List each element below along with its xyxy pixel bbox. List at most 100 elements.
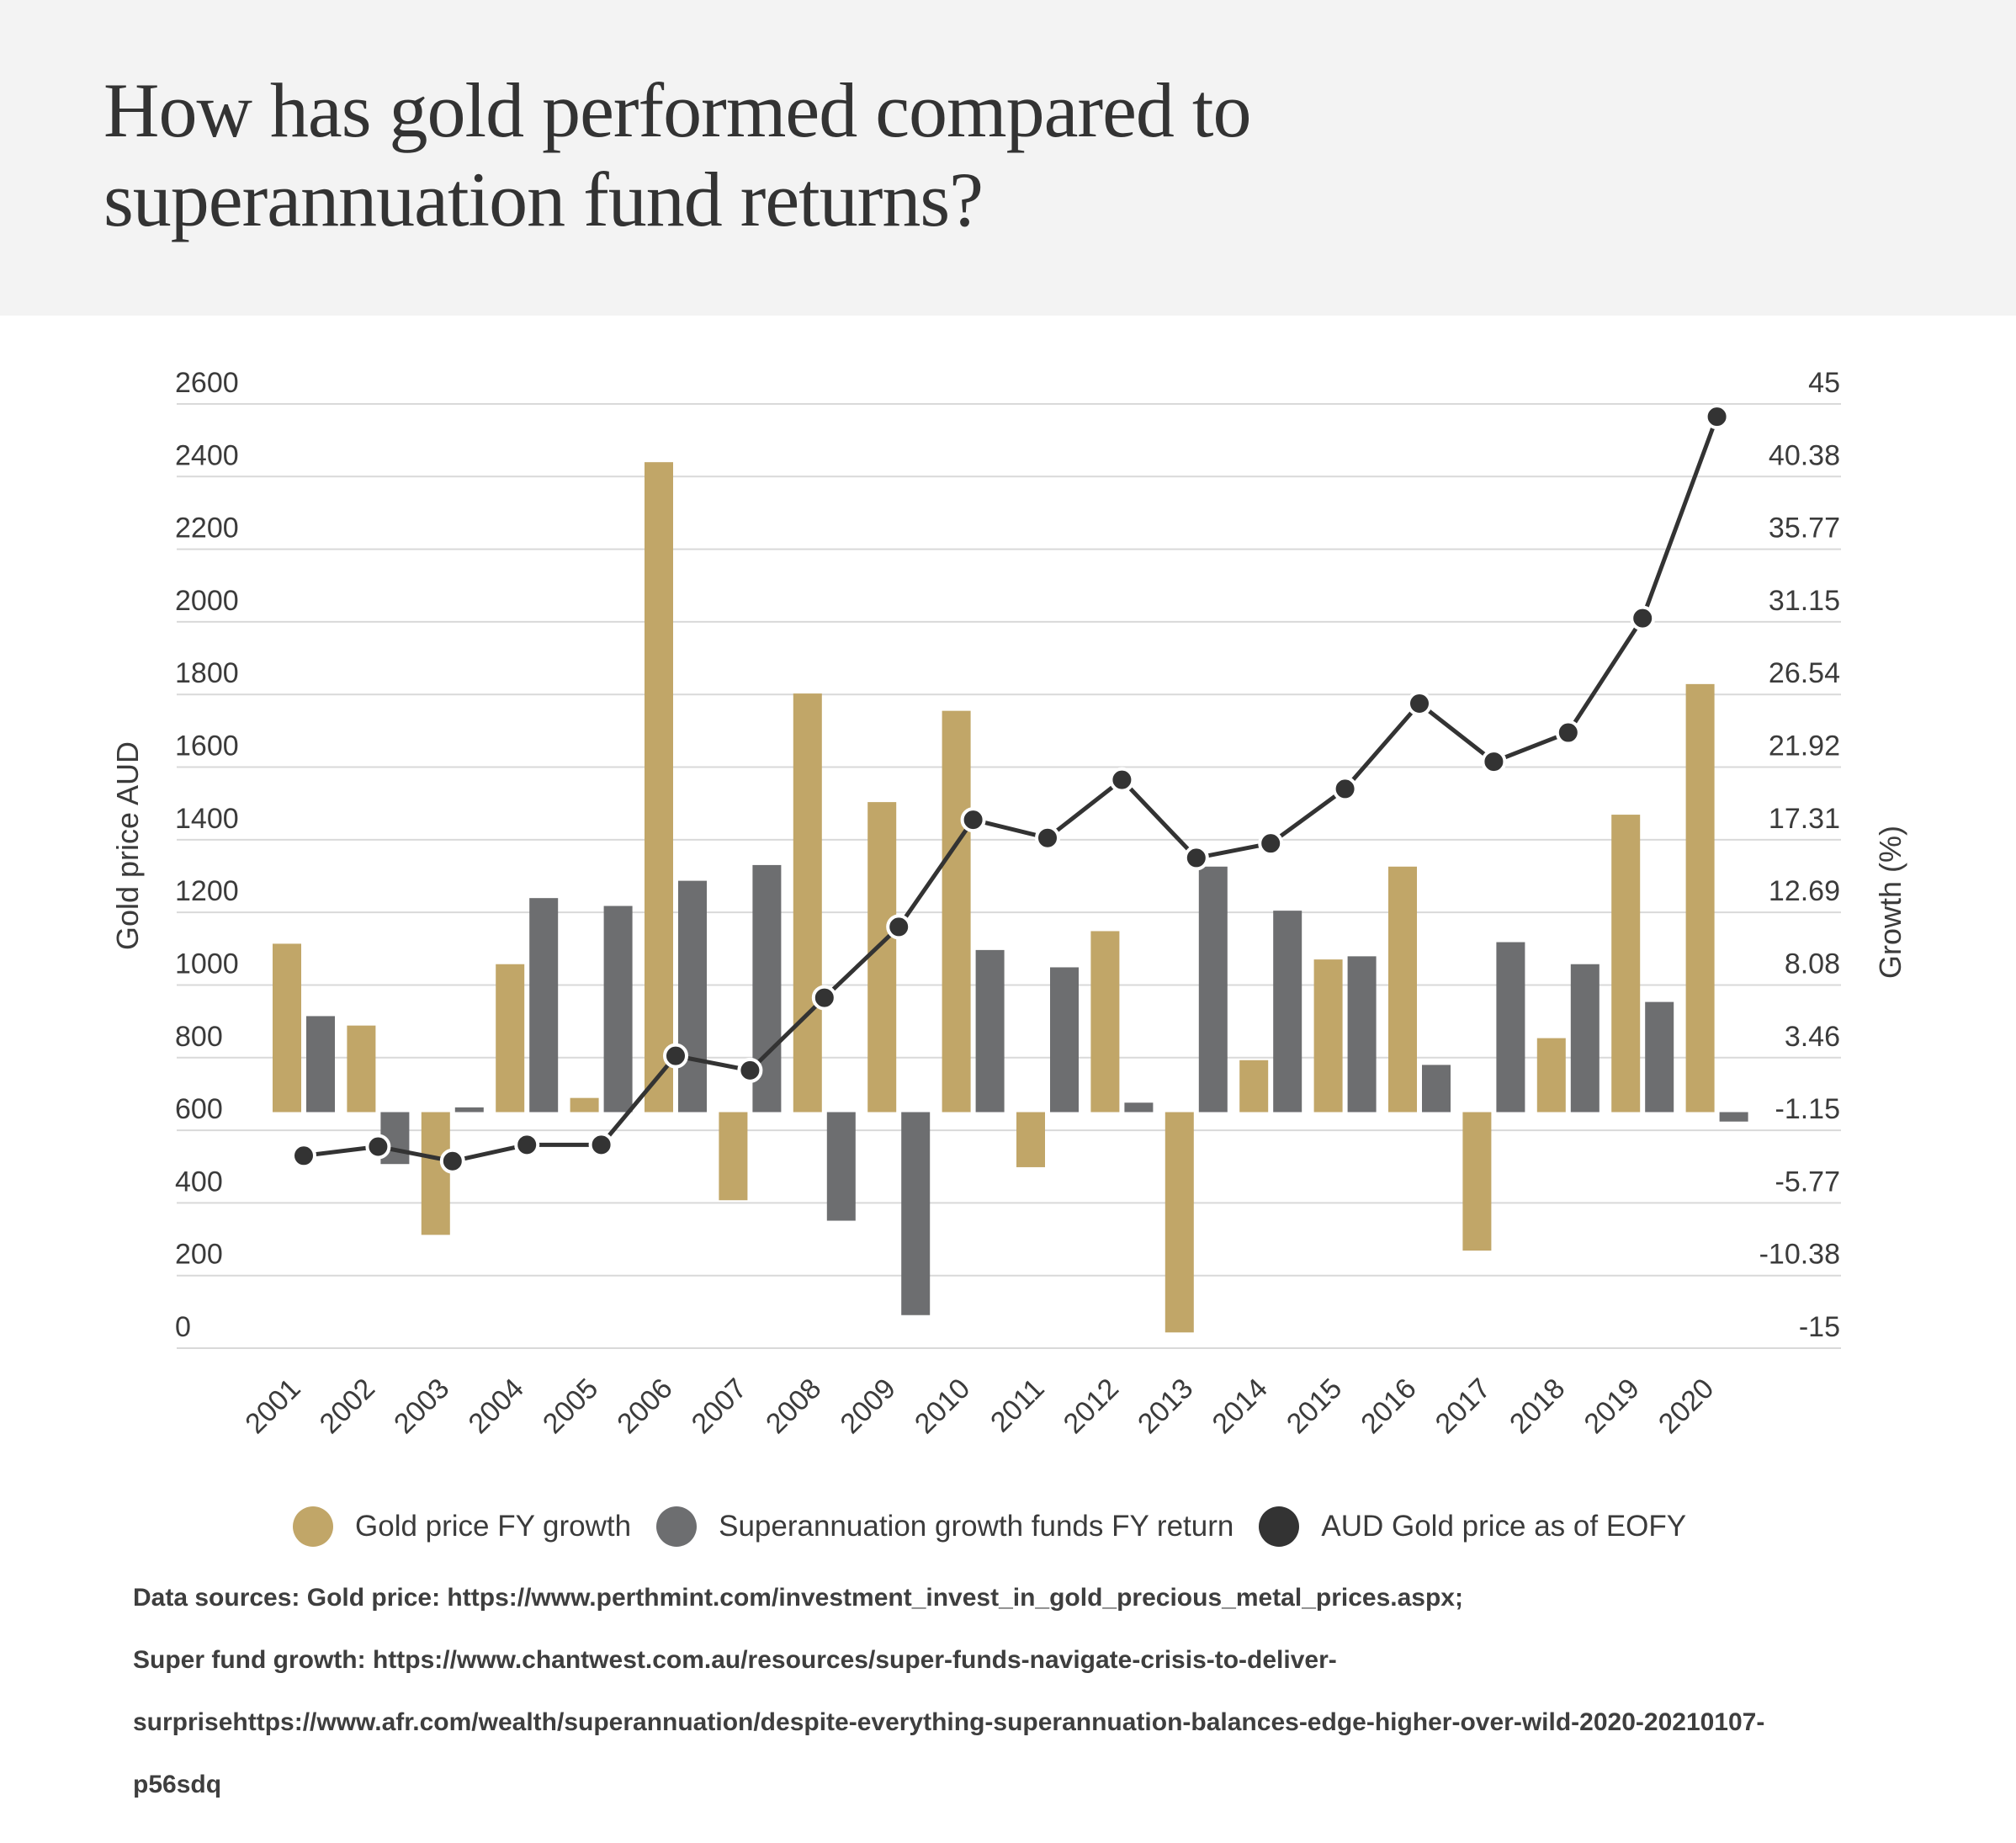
gold-price-point [291, 1143, 316, 1169]
source-line-1: Data sources: Gold price: https://www.pe… [133, 1584, 1463, 1612]
gridlines [177, 403, 1841, 1349]
bar-gold-growth [347, 1025, 376, 1113]
combo-chart: 0 -15 200 -10.38 400 -5.77 600 -1.15 800 3.46 1000… [175, 367, 1841, 1440]
bar-super-return [1570, 964, 1600, 1113]
right-tick-label: 12.69 [1769, 875, 1840, 907]
x-tick-label: 2003 [388, 1373, 455, 1440]
gold-price-point [1109, 767, 1135, 793]
x-tick-label: 2014 [1207, 1373, 1274, 1440]
bar-super-return [1496, 942, 1525, 1113]
bar-super-return [678, 880, 707, 1113]
gold-price-point [1481, 749, 1507, 775]
bar-gold-growth [1536, 1038, 1566, 1113]
bars [273, 462, 1748, 1333]
left-tick-label: 600 [175, 1093, 223, 1125]
gold-price-point [439, 1148, 465, 1174]
left-tick-label: 400 [175, 1166, 223, 1198]
gold-price-point [1630, 605, 1656, 631]
gold-price-point [663, 1043, 688, 1069]
x-tick-label: 2002 [314, 1373, 381, 1440]
bar-super-return [1050, 967, 1079, 1113]
gold-price-point [1555, 720, 1581, 746]
bar-super-return [1273, 911, 1302, 1113]
bar-gold-growth [1313, 959, 1343, 1113]
gold-price-point [811, 985, 837, 1011]
right-tick-label: 45 [1808, 367, 1840, 399]
x-tick-label: 2013 [1132, 1373, 1199, 1440]
gold-price-point [1258, 831, 1284, 857]
right-tick-label: 21.92 [1769, 730, 1840, 762]
bar-gold-growth [793, 693, 822, 1113]
bar-super-return [1347, 956, 1377, 1113]
gold-price-point [737, 1057, 763, 1083]
x-tick-label: 2005 [537, 1373, 604, 1440]
bar-gold-growth [570, 1097, 599, 1113]
bar-gold-growth [1165, 1112, 1194, 1333]
x-tick-label: 2015 [1281, 1373, 1348, 1440]
right-tick-label: 17.31 [1769, 803, 1840, 835]
bar-super-return [454, 1107, 484, 1113]
bar-gold-growth [867, 802, 897, 1113]
bar-super-return [1422, 1065, 1451, 1113]
x-tick-label: 2006 [611, 1373, 678, 1440]
bar-gold-growth [496, 964, 525, 1113]
bar-super-return [975, 949, 1005, 1113]
bar-super-return [1719, 1112, 1748, 1122]
right-tick-label: 26.54 [1769, 657, 1840, 689]
bar-super-return [529, 898, 559, 1113]
gold-price-point [1183, 845, 1209, 871]
bar-gold-growth [1090, 931, 1120, 1113]
left-tick-label: 2600 [175, 367, 239, 399]
right-tick-label: -15 [1799, 1311, 1840, 1343]
right-tick-label: 8.08 [1785, 948, 1840, 980]
left-tick-label: 1200 [175, 875, 239, 907]
bar-super-return [1124, 1102, 1154, 1113]
source-line-4: p56sdq [133, 1771, 222, 1798]
bar-gold-growth [1388, 866, 1417, 1113]
gold-price-point [1332, 776, 1358, 802]
gold-price-point [1407, 691, 1432, 717]
x-tick-label: 2018 [1504, 1373, 1571, 1440]
bar-super-return [901, 1112, 931, 1315]
legend-item-gold-price: AUD Gold price as of EOFY [1259, 1506, 1686, 1547]
left-tick-label: 2400 [175, 439, 239, 471]
right-tick-label: 40.38 [1769, 439, 1840, 471]
legend-swatch-gold [293, 1506, 333, 1547]
right-tick-label: -10.38 [1759, 1239, 1840, 1271]
gold-price-point [1035, 825, 1060, 851]
right-tick-label: 31.15 [1769, 585, 1840, 617]
left-tick-label: 2000 [175, 585, 239, 617]
source-line-2: Super fund growth: https://www.chantwest… [133, 1646, 1337, 1674]
title-line-2: superannuation fund returns? [103, 157, 984, 242]
bar-super-return [1645, 1001, 1674, 1113]
bar-gold-growth [1016, 1112, 1045, 1167]
bar-gold-growth [421, 1112, 450, 1235]
x-tick-label: 2011 [984, 1373, 1051, 1439]
gold-price-line [291, 404, 1730, 1174]
left-tick-label: 0 [175, 1311, 191, 1343]
header-banner: How has gold performed compared to super… [0, 0, 2016, 316]
left-tick-label: 200 [175, 1239, 223, 1271]
right-axis-title: Growth (%) [1873, 825, 1907, 980]
right-tick-label: 35.77 [1769, 513, 1840, 544]
source-line-3: surprisehttps://www.afr.com/wealth/super… [133, 1708, 1765, 1736]
x-tick-label: 2009 [835, 1373, 902, 1440]
left-tick-label: 2200 [175, 513, 239, 544]
left-tick-label: 1400 [175, 803, 239, 835]
gold-price-point [588, 1132, 614, 1158]
bar-gold-growth [1685, 683, 1715, 1113]
x-tick-label: 2008 [760, 1373, 827, 1440]
legend-label-super-return: Superannuation growth funds FY return [719, 1510, 1234, 1543]
legend-swatch-gold-price [1259, 1506, 1300, 1547]
gold-price-point [960, 807, 986, 833]
legend-item-super-return: Superannuation growth funds FY return [656, 1506, 1233, 1547]
legend-label-gold-growth: Gold price FY growth [355, 1510, 632, 1543]
x-tick-label: 2001 [239, 1373, 306, 1440]
left-tick-label: 1800 [175, 657, 239, 689]
left-axis-title: Gold price AUD [110, 741, 145, 951]
bar-gold-growth [719, 1112, 748, 1201]
bar-gold-growth [1462, 1112, 1492, 1251]
gold-price-point [514, 1132, 540, 1158]
bar-gold-growth [273, 943, 301, 1113]
gold-price-point [886, 914, 912, 940]
